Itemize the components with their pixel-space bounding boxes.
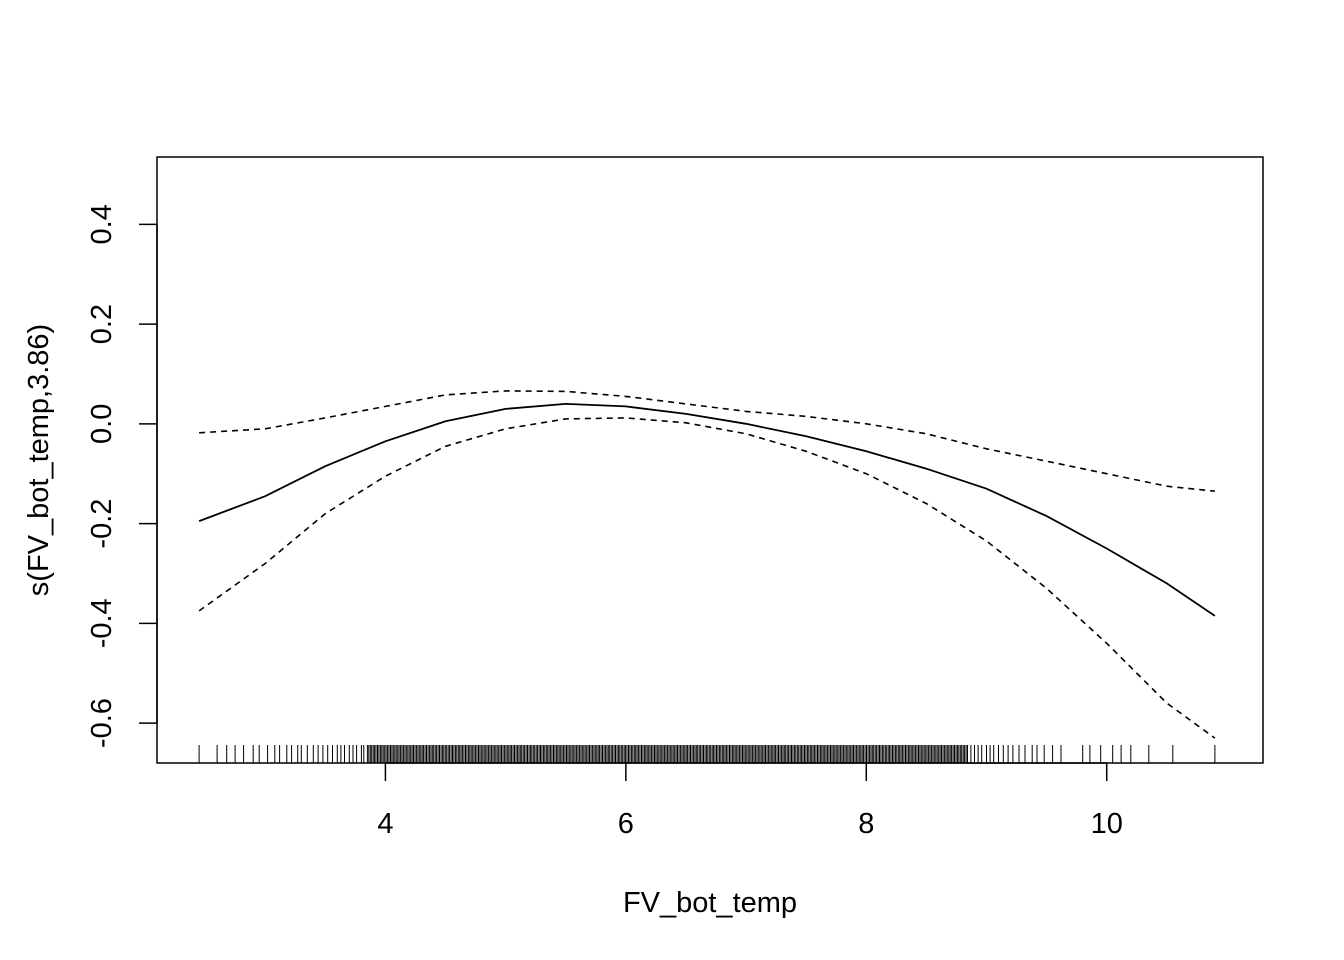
lower-ci-line bbox=[198, 417, 1216, 739]
rug-layer bbox=[198, 745, 1216, 763]
y-tick-label: -0.6 bbox=[86, 698, 118, 748]
x-tick-label: 10 bbox=[1091, 808, 1123, 840]
y-axis-label: s(FV_bot_temp,3.86) bbox=[23, 324, 55, 596]
x-tick-label: 8 bbox=[858, 808, 874, 840]
series-layer bbox=[198, 390, 1216, 739]
y-axis: -0.6 -0.4 -0.2 0.0 0.2 0.4 bbox=[86, 204, 158, 748]
y-tick-label: -0.4 bbox=[86, 598, 118, 648]
upper-ci-line bbox=[199, 390, 1215, 492]
x-axis: 4 6 8 10 bbox=[377, 762, 1123, 840]
y-tick-label: 0.0 bbox=[86, 404, 118, 444]
x-tick-label: 4 bbox=[377, 808, 393, 840]
smooth-fit-line bbox=[198, 402, 1216, 617]
x-axis-label: FV_bot_temp bbox=[623, 887, 797, 919]
y-tick-label: -0.2 bbox=[86, 499, 118, 549]
plot-frame bbox=[156, 156, 1264, 764]
x-tick-label: 6 bbox=[618, 808, 634, 840]
y-tick-label: 0.4 bbox=[86, 204, 118, 244]
y-tick-label: 0.2 bbox=[86, 304, 118, 344]
